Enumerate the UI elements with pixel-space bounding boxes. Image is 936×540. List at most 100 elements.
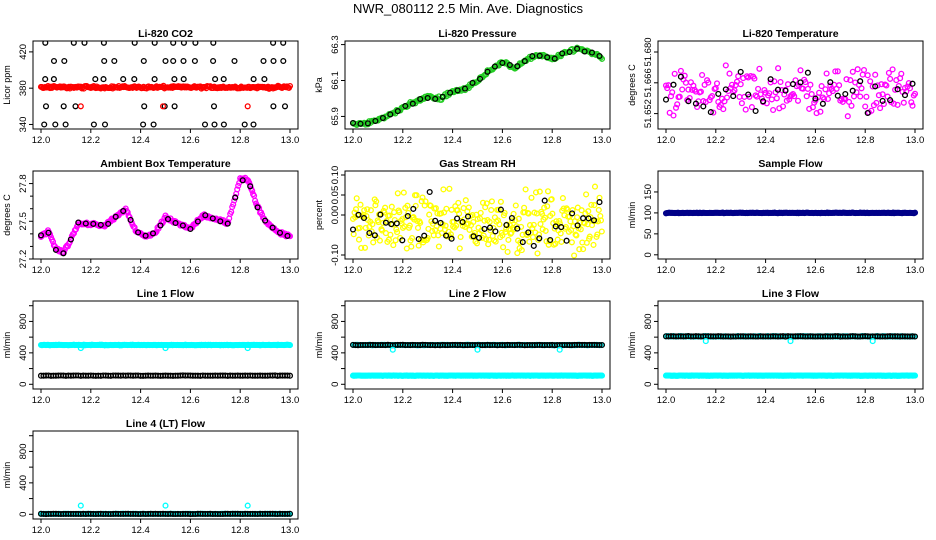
point-line4-spikes [77,502,84,509]
x-tick-label: 12.4 [131,265,150,276]
point-pressure-ref [529,53,536,60]
point-rh [517,239,524,246]
series-layer [349,183,605,259]
point-temp [860,66,868,74]
point-rh [388,203,395,210]
point-ambient [231,197,238,204]
point-ref-levels [210,41,217,46]
x-tick-label: 12.0 [657,135,676,146]
point-rh [465,204,472,211]
point-ref-levels [170,41,177,46]
series-layer [37,341,294,379]
point-ref-levels [101,121,109,128]
point-rh [478,227,485,234]
point-ref-levels [52,121,59,128]
point-line2-dips [474,346,481,353]
point-rh [390,242,397,249]
point-rh-ref [514,225,521,232]
point-rh-ref [454,215,461,222]
point-rh-ref [388,221,395,228]
point-pressure-ref [544,54,551,61]
x-tick-label: 13.0 [593,265,612,276]
y-tick-label: 400 [330,345,341,361]
point-temp [722,62,729,69]
point-temp [847,77,854,84]
point-ambient-ref [202,212,209,219]
point-rh-ref [525,229,532,236]
point-pressure-ref [349,119,357,127]
x-tick-label: 12.0 [32,135,51,146]
point-rh [598,228,605,235]
point-temp [674,101,681,108]
x-tick-label: 12.2 [82,265,101,276]
point-sample-flow [911,209,919,216]
point-temp [823,70,830,77]
x-tick-label: 12.8 [543,135,562,146]
point-rh-ref [503,221,510,229]
point-rh [580,246,587,253]
point-temp [737,81,744,88]
point-ambient [286,233,294,240]
point-ambient-ref [127,216,134,223]
point-rh-ref [574,222,581,229]
point-temp-ref [789,81,797,88]
point-rh [456,210,463,217]
point-ref-levels [180,76,187,83]
x-tick-label: 12.6 [493,135,512,146]
point-temp [827,82,834,89]
point-ref-levels [261,76,268,83]
point-ref-levels [140,121,147,128]
y-axis-label: ml/min [2,332,12,359]
point-rh [477,209,484,216]
point-temp-ref [894,86,901,93]
x-tick-label: 12.6 [806,135,825,146]
point-pressure-ref [454,87,461,94]
point-rh-ref [475,234,483,241]
point-temp-ref [812,95,819,102]
point-rh [415,242,422,249]
point-rh [373,198,380,205]
point-rh [350,231,357,238]
x-tick-label: 12.4 [443,265,462,276]
x-tick-label: 12.8 [543,395,562,406]
point-ref-levels [171,103,178,110]
point-temp [751,75,758,82]
point-temp-ref [804,69,811,76]
point-rh [496,221,503,228]
point-temp-ref [730,93,737,100]
point-ambient-ref [60,250,67,257]
y-tick-label: 0 [18,382,29,387]
point-rh [488,198,495,205]
point-ref-levels [260,57,267,65]
y-tick-label: 420 [18,44,29,60]
point-ref-levels [250,76,257,83]
point-rh [399,224,407,231]
point-rh [414,224,422,231]
x-tick-label: 12.8 [543,265,562,276]
point-rh [505,236,512,243]
y-axis-label: kPa [314,77,324,93]
point-temp [768,96,775,103]
plot-frame [657,40,924,130]
point-sample-outliers [77,103,84,110]
y-tick-label: 0.00 [330,206,341,225]
point-rh [573,232,580,239]
point-temp [834,68,841,75]
point-ambient [160,218,167,225]
y-tick-label: 51.680 [643,37,654,66]
point-rh-ref [355,211,362,218]
point-ambient-ref [239,177,246,184]
point-ambient-ref [157,222,164,229]
point-rh [544,203,551,210]
point-ambient-ref [164,216,172,223]
point-rh [538,210,546,217]
point-rh [417,219,424,226]
point-temp-ref [722,86,729,93]
chart-title: Line 4 (LT) Flow [126,418,206,430]
x-tick-label: 12.2 [707,265,726,276]
point-temp-ref [670,81,677,88]
point-ambient-ref [97,221,104,228]
y-axis-label: percent [314,199,324,230]
point-rh-ref [585,215,592,222]
point-temp-ref [767,76,774,83]
